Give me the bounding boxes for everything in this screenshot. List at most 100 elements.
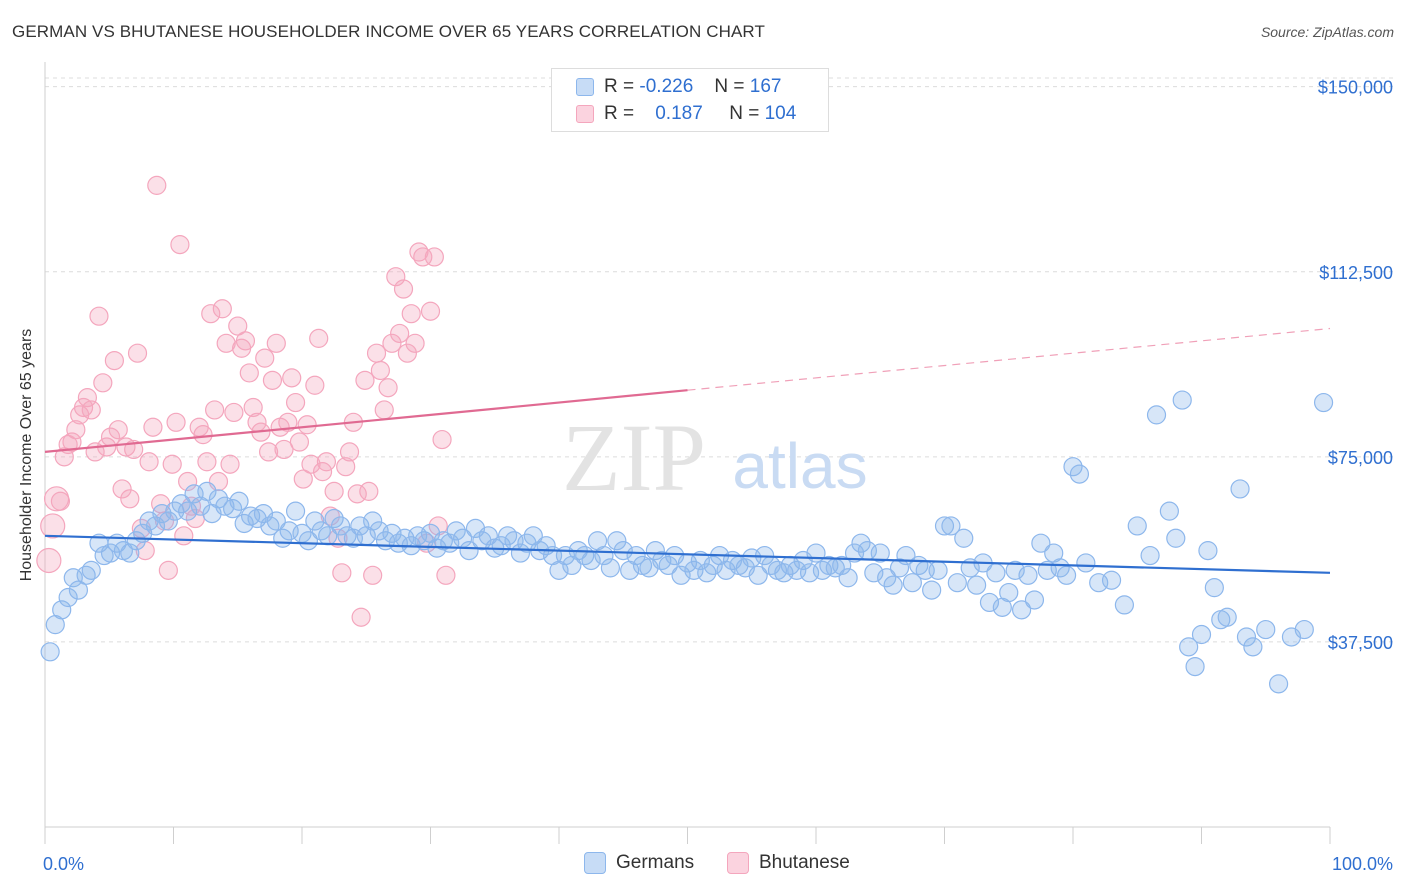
bhutanese-point [332,563,352,583]
germans-point [491,536,511,556]
germans-point [600,558,621,578]
germans-point [158,511,178,531]
germans-point [941,516,961,536]
germans-point [1024,590,1045,610]
r-label: R = [604,76,635,97]
germans-point [1191,624,1212,645]
bhutanese-point [36,547,62,574]
germans-point [446,521,466,541]
bhutanese-point [89,306,109,326]
watermark-zip: ZIP [562,404,706,511]
bhutanese-point [77,388,98,408]
bhutanese-point [347,484,367,504]
n-label: N = [714,76,745,97]
bhutanese-point [216,333,236,353]
germans-point [645,541,665,561]
bhutanese-swatch [576,105,594,123]
germans-point [697,563,717,583]
source-label: Source: ZipAtlas.com [1260,24,1394,40]
bhutanese-legend-swatch [727,852,749,874]
bhutanese-point [66,420,86,440]
germans-point [703,555,723,576]
bhutanese-point [178,471,198,492]
y-tick-label: $75,000 [1328,448,1393,468]
germans-point [1140,545,1160,566]
germans-point [324,508,344,529]
germans-point [1166,528,1186,548]
bhutanese-point [212,299,232,319]
bhutanese-point [201,304,221,324]
n-value-germans: 167 [749,76,782,97]
germans-point [197,481,217,501]
germans-point [1127,516,1147,536]
legend-item-germans[interactable]: Germans [584,852,694,874]
germans-point [1185,656,1205,677]
bhutanese-point [108,420,128,440]
bhutanese-point [282,368,302,388]
bhutanese-point [351,607,371,627]
germans-point [1031,533,1051,553]
bhutanese-point [301,454,321,474]
x-tick-label: 0.0% [43,854,84,874]
bhutanese-point [413,247,433,267]
germans-point [1294,619,1314,640]
bhutanese-point [228,316,248,336]
germans-trend-line [44,534,1331,574]
legend-label-bhutanese: Bhutanese [759,852,850,873]
bhutanese-point [274,439,294,460]
bhutanese-point [289,432,310,452]
germans-point [838,568,858,588]
germans-point [208,489,229,509]
bhutanese-trend-extension [687,327,1331,391]
bhutanese-point [366,343,387,363]
germans-point [171,494,191,514]
bhutanese-point [235,331,256,351]
germans-point [311,521,331,541]
axes [44,62,1331,844]
bhutanese-point [278,412,298,432]
bhutanese-point [120,489,140,509]
germans-point [613,541,633,561]
germans-point [851,533,871,553]
y-tick-label: $37,500 [1328,633,1393,653]
germans-point [478,526,498,546]
bhutanese-point [104,350,124,371]
bhutanese-point [424,247,444,267]
chart-title: GERMAN VS BHUTANESE HOUSEHOLDER INCOME O… [12,22,765,41]
bhutanese-point [305,375,325,395]
germans-point [145,516,166,536]
germans-point [864,563,884,583]
r-value-germans: -0.226 [639,76,694,97]
legend-item-bhutanese[interactable]: Bhutanese [727,852,850,874]
y-tick-label: $112,500 [1319,263,1393,283]
series-legend: Germans Bhutanese [0,852,1406,878]
germans-point [1230,479,1250,499]
bhutanese-point [62,432,82,452]
watermark: ZIP atlas [562,404,868,511]
bhutanese-point [428,516,448,536]
germans-point [934,516,955,536]
germans-point [1204,578,1224,598]
bhutanese-point [54,447,74,467]
germans-point [748,565,768,585]
germans-point [1050,558,1070,578]
germans-point [459,541,479,561]
germans-point [877,568,897,588]
germans-point [626,545,646,566]
bhutanese-point [324,481,344,501]
bhutanese-point [220,454,240,474]
bhutanese-point [255,348,275,368]
germans-point [954,528,974,548]
germans-point [979,592,1000,613]
n-label: N = [729,103,760,124]
germans-point [1313,392,1334,413]
germans-point [363,511,383,531]
trend-lines [44,327,1331,574]
bhutanese-point [239,363,259,383]
bhutanese-point [401,304,421,324]
legend-row-bhutanese: R = 0.187 N = 104 [576,102,796,126]
bhutanese-point [405,333,425,353]
watermark-atlas: atlas [732,430,867,502]
germans-point [1172,390,1192,410]
